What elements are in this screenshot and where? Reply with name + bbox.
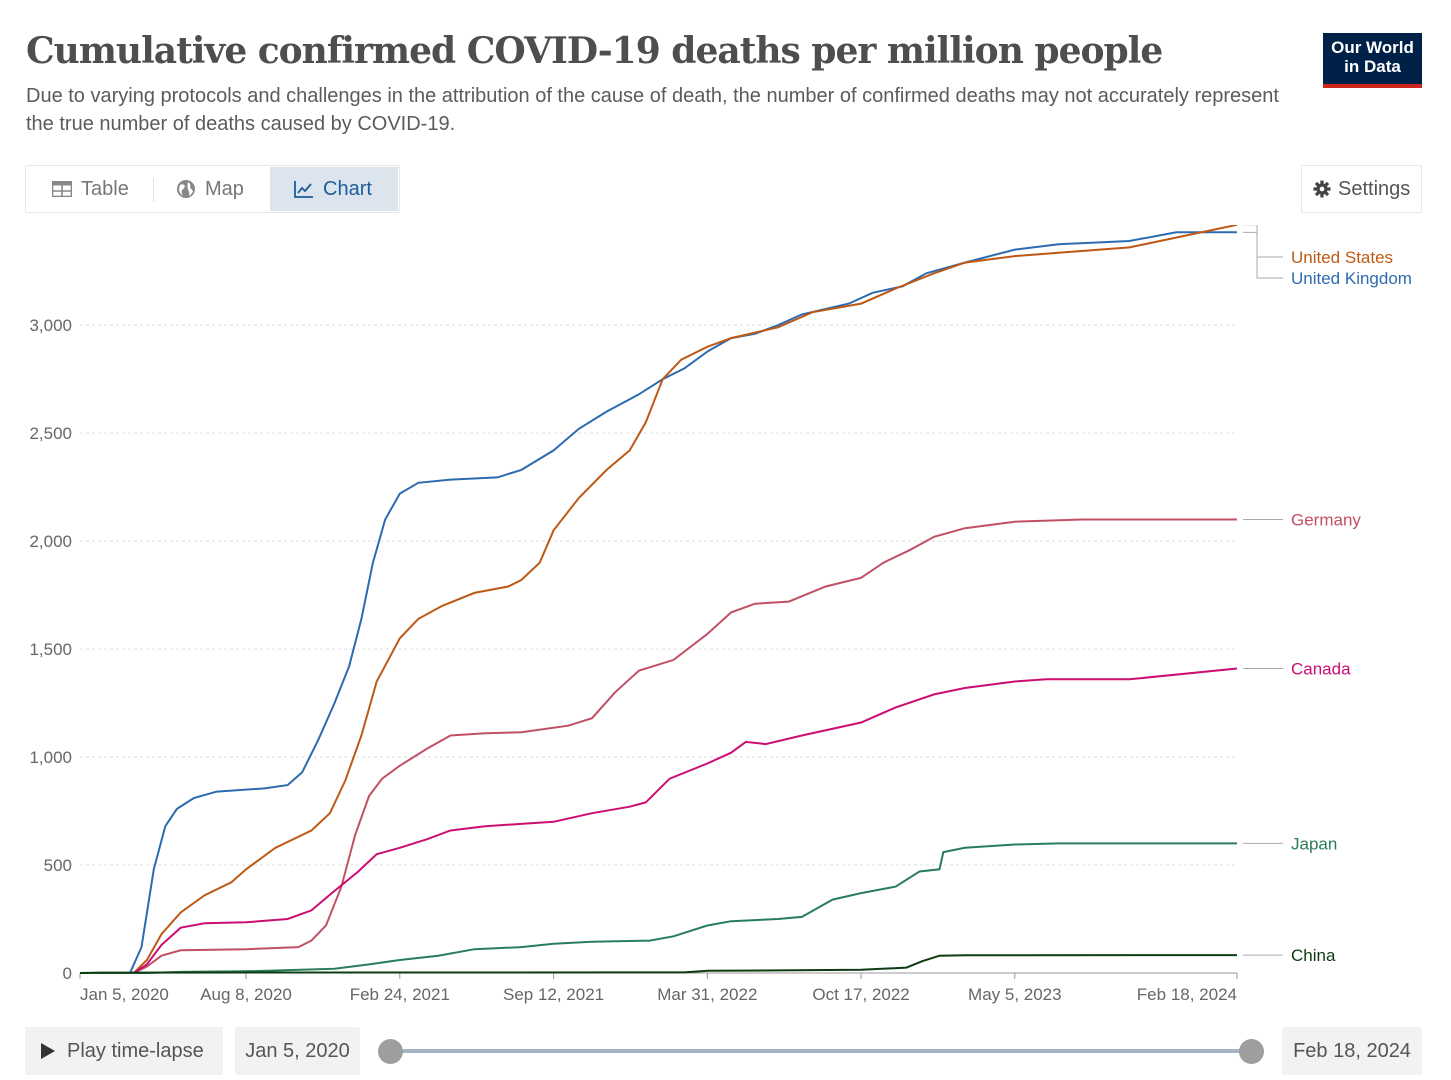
x-tick-label: Aug 8, 2020 [200, 985, 292, 1004]
y-tick-label: 500 [44, 856, 72, 875]
y-tick-label: 0 [63, 964, 72, 983]
line-chart-icon [294, 181, 313, 198]
timeline-start-date[interactable]: Jan 5, 2020 [235, 1027, 360, 1075]
line-chart: 0 500 1,000 1,500 2,000 2,500 3,000 Jan 5, 202… [29, 225, 1412, 1004]
chart-subtitle: Due to varying protocols and challenges … [26, 85, 1279, 135]
series-line [80, 842, 1237, 974]
x-tick-label: Oct 17, 2022 [812, 985, 909, 1004]
series-label[interactable]: United Kingdom [1291, 269, 1412, 288]
tab-table-label: Table [81, 177, 129, 200]
play-timelapse-label: Play time-lapse [67, 1039, 204, 1062]
table-icon [52, 181, 72, 197]
play-icon [41, 1043, 55, 1059]
chart-title: Cumulative confirmed COVID-19 deaths per… [26, 30, 1163, 72]
tab-table[interactable]: Table [52, 166, 129, 212]
grid-layer: 0 500 1,000 1,500 2,000 2,500 3,000 [29, 316, 1237, 983]
x-tick-label: Mar 31, 2022 [657, 985, 757, 1004]
y-tick-label: 2,000 [29, 532, 72, 551]
tab-map-label: Map [205, 177, 244, 200]
y-tick-label: 2,500 [29, 424, 72, 443]
label-connector [1243, 225, 1283, 258]
tab-divider [153, 178, 154, 202]
label-connector [1243, 231, 1283, 279]
logo-line-2: in Data [1344, 57, 1401, 76]
owid-logo[interactable]: Our World in Data [1323, 33, 1422, 88]
x-tick-label: Jan 5, 2020 [80, 985, 169, 1004]
play-timelapse-button[interactable]: Play time-lapse [25, 1027, 223, 1075]
series-label[interactable]: Canada [1291, 660, 1351, 679]
series-label[interactable]: Germany [1291, 511, 1361, 530]
x-tick-label: Sep 12, 2021 [503, 985, 604, 1004]
series-label[interactable]: Japan [1291, 834, 1337, 853]
timeline-start-handle[interactable] [378, 1039, 403, 1064]
logo-line-1: Our World [1331, 38, 1414, 57]
timeline-end-date[interactable]: Feb 18, 2024 [1282, 1027, 1422, 1075]
y-tick-label: 3,000 [29, 316, 72, 335]
y-tick-label: 1,500 [29, 640, 72, 659]
series-label[interactable]: China [1291, 946, 1336, 965]
view-tabs: Table Map Chart [25, 165, 400, 213]
settings-label: Settings [1338, 177, 1411, 200]
series-line [80, 231, 1237, 974]
timeline-end-handle[interactable] [1239, 1039, 1264, 1064]
x-tick-label: May 5, 2023 [968, 985, 1062, 1004]
x-tick-label: Feb 24, 2021 [350, 985, 450, 1004]
series-line [80, 518, 1237, 974]
globe-icon [177, 180, 195, 198]
tab-map[interactable]: Map [176, 166, 244, 212]
settings-button[interactable]: Settings [1301, 165, 1422, 213]
tab-chart-label: Chart [323, 177, 372, 200]
series-label[interactable]: United States [1291, 248, 1393, 267]
y-tick-label: 1,000 [29, 748, 72, 767]
series-line [79, 954, 1238, 974]
x-axis: Jan 5, 2020 Aug 8, 2020 Feb 24, 2021 Sep 12… [79, 972, 1238, 1004]
legend-labels: United Kingdom United States Germany Canada… [1243, 225, 1412, 965]
series-layer [79, 225, 1238, 974]
tab-chart[interactable]: Chart [270, 167, 398, 211]
x-tick-label: Feb 18, 2024 [1137, 985, 1237, 1004]
series-line [80, 667, 1238, 974]
timeline-slider-track[interactable] [391, 1049, 1251, 1053]
gear-icon [1313, 180, 1331, 198]
series-line [80, 225, 1238, 974]
